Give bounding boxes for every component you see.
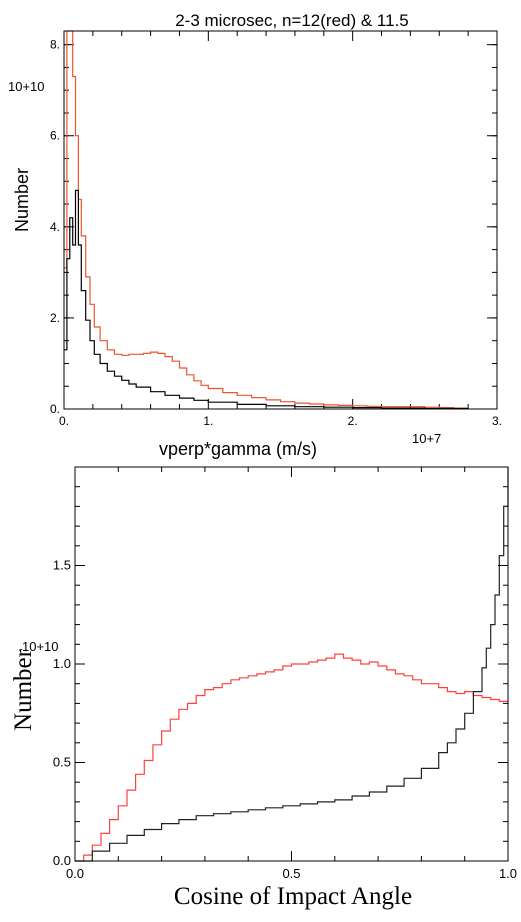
bottom-chart-x-tick-label: 1.0 xyxy=(499,866,517,881)
top-chart-plot-frame xyxy=(63,30,498,410)
top-chart-y-label: Number xyxy=(12,168,32,232)
top-chart-title: 2-3 microsec, n=12(red) & 11.5 xyxy=(175,11,409,30)
top-chart-x-tick-label: 0. xyxy=(59,414,69,428)
bottom-chart-y-tick-label: 0.5 xyxy=(53,755,71,770)
bottom-chart-y-multiplier: 10+10 xyxy=(22,639,59,654)
bottom-chart-x-tick-label: 0.5 xyxy=(282,866,300,881)
bottom-chart: Number 10+10 Cosine of Impact Angle 0.0 0… xyxy=(10,466,517,910)
top-chart-y-tick-label: 2. xyxy=(50,311,60,325)
top-chart-x-tick-label: 1. xyxy=(203,414,213,428)
top-chart-y-tick-label: 6. xyxy=(50,129,60,143)
top-chart-series-line-1 xyxy=(64,189,469,410)
bottom-chart-y-tick-label: 1.0 xyxy=(53,656,71,671)
top-chart: 2-3 microsec, n=12(red) & 11.5 Number 10… xyxy=(8,11,502,459)
bottom-chart-x-label: Cosine of Impact Angle xyxy=(174,883,412,910)
top-chart-y-tick-label: 0. xyxy=(50,402,60,416)
bottom-chart-x-tick-label: 0.0 xyxy=(66,866,84,881)
top-chart-y-multiplier: 10+10 xyxy=(8,79,45,94)
top-chart-x-tick-label: 2. xyxy=(348,414,358,428)
top-chart-y-tick-label: 4. xyxy=(50,220,60,234)
bottom-chart-y-tick-label: 1.5 xyxy=(53,558,71,573)
top-chart-x-tick-label: 3. xyxy=(492,414,502,428)
top-chart-series-line-0 xyxy=(64,30,469,409)
top-chart-y-tick-label: 8. xyxy=(50,38,60,52)
bottom-chart-y-label: Number xyxy=(10,648,37,731)
top-chart-x-multiplier: 10+7 xyxy=(412,431,441,446)
bottom-chart-series-line-1 xyxy=(75,467,509,862)
bottom-chart-plot-frame xyxy=(74,466,509,862)
bottom-chart-series-line-0 xyxy=(75,653,509,862)
top-chart-x-label: vperp*gamma (m/s) xyxy=(159,439,317,459)
bottom-chart-y-tick-label: 0.0 xyxy=(53,853,71,868)
